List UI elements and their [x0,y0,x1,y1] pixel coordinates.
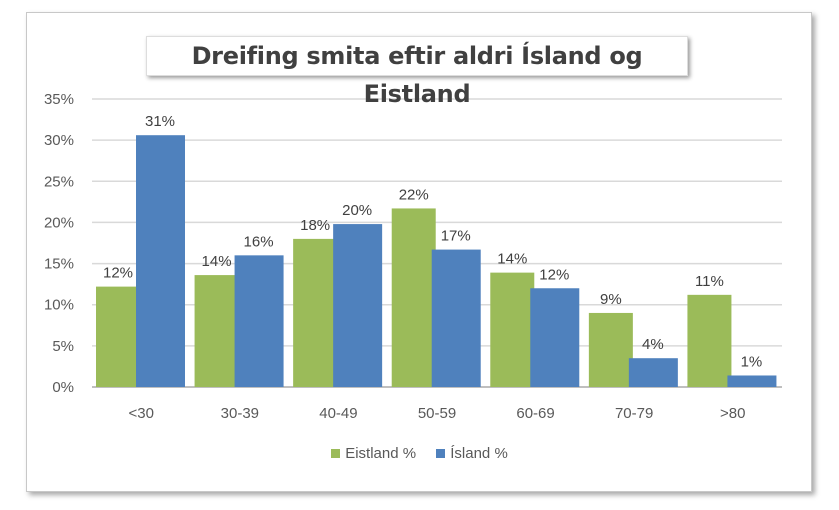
data-label: 12% [539,266,569,283]
bar-island [628,358,678,387]
legend-label: Ísland % [450,445,508,462]
x-tick-label: <30 [129,405,154,422]
legend: Eistland % Ísland % [0,445,839,462]
data-label: 18% [300,217,330,234]
y-tick-label: 20% [44,214,74,231]
y-tick-label: 5% [52,338,74,355]
bar-eistland [293,238,338,387]
legend-item-island: Ísland % [436,445,508,462]
y-tick-label: 25% [44,173,74,190]
x-tick-label: 40-49 [319,405,357,422]
data-label: 14% [497,251,527,268]
y-tick-label: 10% [44,297,74,314]
bar-island [333,224,383,387]
bar-eistland [194,275,239,387]
bar-eistland [588,312,633,387]
data-label: 14% [202,253,232,270]
bar-island [136,135,185,387]
x-tick-label: 60-69 [516,405,554,422]
y-tick-label: 0% [52,379,74,396]
bar-eistland [391,208,436,387]
bar-island [431,249,481,387]
chart-title: Dreifing smita eftir aldri Ísland og Eis… [146,36,688,108]
y-tick-label: 30% [44,132,74,149]
data-label: 11% [695,273,724,290]
data-label: 16% [244,233,274,250]
data-label: 17% [441,228,471,245]
data-label: 31% [145,113,175,130]
legend-swatch [331,449,341,458]
bar-island [234,255,284,387]
x-tick-label: 70-79 [615,405,653,422]
y-tick-label: 35% [44,91,74,108]
bar-island [727,375,777,387]
data-label: 12% [103,265,133,282]
legend-item-eistland: Eistland % [331,445,416,462]
bar-eistland [490,272,535,387]
x-tick-label: >80 [720,405,745,422]
data-label: 1% [741,353,763,370]
bar-eistland [96,286,140,387]
data-label: 4% [642,336,664,353]
bar-eistland [687,294,732,387]
bar-island [530,288,580,387]
y-tick-label: 15% [44,256,74,273]
x-tick-label: 30-39 [221,405,259,422]
legend-label: Eistland % [345,445,417,462]
data-label: 20% [342,202,372,219]
legend-swatch [436,449,446,458]
x-tick-label: 50-59 [418,405,456,422]
data-label: 9% [600,291,622,308]
data-label: 22% [399,186,429,203]
